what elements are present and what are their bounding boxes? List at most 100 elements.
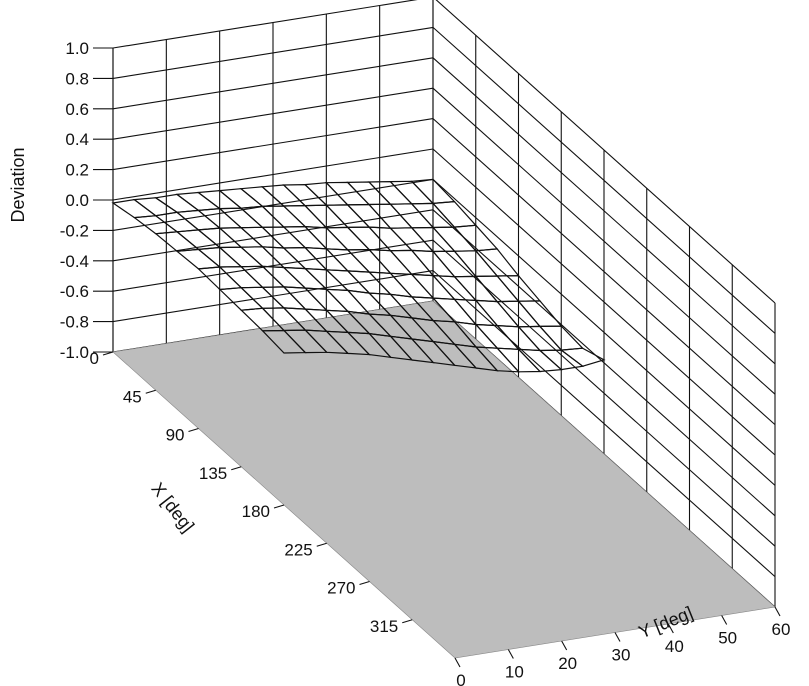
surface-cell [517, 325, 563, 352]
surface-cell [325, 226, 371, 251]
x-tick-label: 0 [90, 349, 99, 368]
surface-cell [282, 266, 329, 290]
surface-cell [431, 200, 478, 228]
back-wall-z-gridline [112, 118, 434, 171]
back-wall-z-gridline [112, 0, 418, 49]
x-tick-label: 315 [370, 617, 398, 636]
z-tick-label: 0.4 [65, 130, 89, 149]
x-tick-label: 135 [199, 464, 227, 483]
y-tick-mark [667, 623, 674, 634]
back-wall-z-gridline [112, 270, 434, 323]
surface-cell [175, 191, 222, 212]
side-wall-z-gridline [432, 178, 776, 486]
x-tick-mark [231, 466, 242, 471]
z-tick-label: 0.2 [65, 161, 89, 180]
x-tick-mark [359, 580, 370, 586]
surface-cell [325, 248, 371, 273]
back-wall-z-gridline [112, 239, 434, 292]
z-tick-label: 1.0 [65, 39, 89, 58]
x-axis-label: X [deg] [147, 479, 198, 536]
x-tick-mark [188, 427, 199, 433]
axis-ticks: 1.00.80.60.40.20.0-0.2-0.4-0.6-0.8-1.0 04… [60, 39, 791, 686]
y-tick-mark [561, 640, 568, 651]
side-wall-z-gridline [432, 239, 776, 547]
x-tick-mark [273, 504, 285, 509]
x-tick-label: 45 [123, 387, 142, 406]
surface-cell [346, 181, 392, 206]
surface-cell [260, 265, 307, 289]
surface-cell [260, 205, 307, 228]
y-tick-label: 60 [772, 620, 791, 639]
back-wall-z-gridline [112, 209, 434, 262]
y-tick-label: 0 [456, 671, 465, 686]
surface-cell [282, 204, 328, 229]
back-wall-z-gridline [112, 87, 434, 140]
y-tick-label: 10 [505, 663, 524, 682]
z-tick-label: -0.4 [60, 252, 89, 271]
surface-cell [239, 226, 286, 249]
surface-cell [218, 207, 264, 229]
y-tick-label: 40 [665, 637, 684, 656]
surface-cell [474, 248, 520, 277]
side-wall-z-gridline [432, 148, 776, 456]
surface-cell [367, 248, 414, 276]
deviation-surface [111, 178, 606, 373]
side-wall-z-gridline [432, 209, 776, 517]
y-tick-mark [454, 657, 461, 668]
surface-cell [325, 204, 371, 229]
surface-cell [367, 180, 414, 205]
surface-cell [260, 226, 307, 249]
surface-cell [154, 193, 201, 213]
z-tick-label: 0.6 [65, 100, 89, 119]
surface-cell [260, 246, 307, 270]
x-tick-label: 90 [166, 426, 185, 445]
x-tick-mark [316, 542, 327, 547]
surface-cell [175, 248, 222, 270]
surface-cell [261, 286, 307, 310]
z-tick-label: 0.8 [65, 69, 89, 88]
z-tick-label: -0.2 [60, 221, 89, 240]
side-wall-z-gridline [432, 118, 776, 426]
side-wall-z-gridline [432, 57, 776, 365]
x-tick-mark [145, 389, 156, 394]
y-tick-mark [721, 615, 728, 625]
x-tick-mark [102, 351, 114, 356]
surface-cell [389, 227, 435, 253]
surface-cell [261, 329, 307, 354]
back-wall-z-gridline [112, 178, 434, 231]
surface-cell [346, 203, 392, 229]
surface-cell [346, 226, 392, 252]
side-wall-z-gridline [432, 26, 776, 334]
z-tick-label: -0.8 [60, 313, 89, 332]
side-wall-z-gridline [435, 0, 776, 304]
surface-cell [175, 209, 222, 231]
surface-cell [132, 215, 179, 235]
surface-cell [218, 246, 265, 268]
surface-cell [218, 188, 264, 209]
y-tick-mark [614, 632, 621, 642]
back-wall-z-gridline [112, 26, 434, 79]
y-tick-label: 20 [558, 654, 577, 673]
back-wall-z-gridline [112, 148, 434, 201]
y-tick-label: 30 [612, 646, 631, 665]
surface-cell [324, 181, 371, 206]
x-tick-label: 180 [242, 502, 270, 521]
surface-cell [239, 246, 286, 269]
back-wall-z-gridline [112, 57, 434, 110]
z-tick-label: -1.0 [60, 343, 89, 362]
y-tick-mark [774, 606, 781, 617]
surface-cell [474, 299, 520, 328]
z-tick-label: 0.0 [65, 191, 89, 210]
surface-cell [431, 226, 478, 252]
x-tick-label: 225 [284, 540, 312, 559]
x-tick-label: 270 [327, 579, 355, 598]
surface-cell [111, 198, 158, 219]
z-axis-label: Deviation [8, 147, 28, 222]
y-tick-mark [507, 649, 514, 659]
surface-cell [239, 186, 286, 207]
x-tick-mark [402, 619, 413, 624]
surface-cell [389, 272, 435, 299]
side-wall-z-gridline [432, 87, 776, 395]
surface-cell [175, 229, 222, 251]
